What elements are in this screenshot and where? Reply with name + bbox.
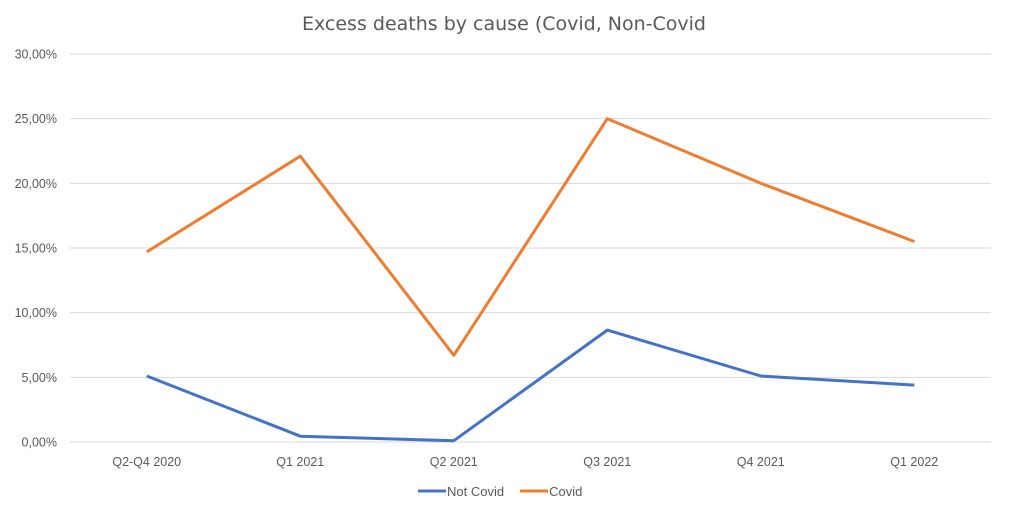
legend-item: Not Covid [418, 484, 504, 499]
legend: Not Covid Covid [418, 484, 582, 499]
x-tick-label: Q2 2021 [430, 455, 478, 469]
y-tick-label: 0,00% [22, 436, 57, 450]
legend-label: Covid [549, 484, 582, 499]
gridlines [70, 53, 991, 443]
y-tick-label: 10,00% [15, 306, 57, 320]
series-line-not-covid [146, 328, 915, 443]
y-tick-label: 20,00% [15, 177, 57, 191]
x-tick-label: Q3 2021 [583, 455, 631, 469]
x-tick-label: Q1 2021 [276, 455, 324, 469]
y-axis-tick-labels: 0,00% 5,00% 10,00% 15,00% 20,00% 25,00% 30,00% [15, 48, 57, 450]
y-tick-label: 30,00% [15, 48, 57, 62]
y-tick-label: 15,00% [15, 242, 57, 256]
x-tick-label: Q1 2022 [890, 455, 938, 469]
series-line-covid [146, 117, 915, 357]
y-tick-label: 25,00% [15, 112, 57, 126]
legend-label: Not Covid [447, 484, 504, 499]
legend-item: Covid [520, 484, 582, 499]
x-axis-tick-labels: Q2-Q4 2020 Q1 2021 Q2 2021 Q3 2021 Q4 2021 Q1… [112, 455, 938, 469]
chart-title: Excess deaths by cause (Covid, Non-Covid [302, 13, 706, 35]
series-lines [146, 117, 915, 443]
x-tick-label: Q4 2021 [737, 455, 785, 469]
y-tick-label: 5,00% [22, 371, 57, 385]
x-tick-label: Q2-Q4 2020 [112, 455, 181, 469]
